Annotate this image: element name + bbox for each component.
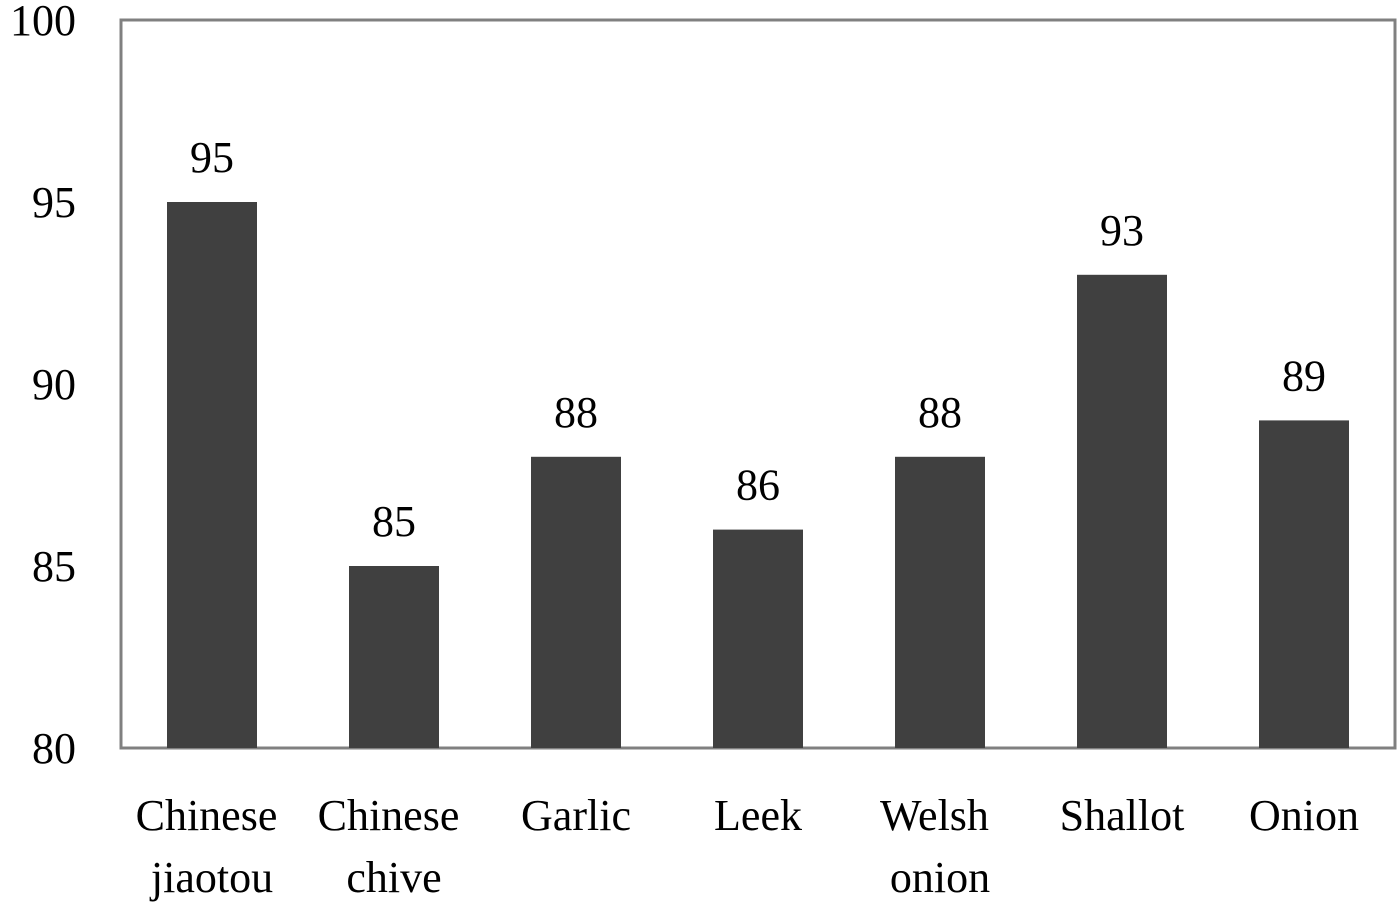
bar <box>531 456 621 748</box>
value-label: 88 <box>918 388 962 437</box>
value-label: 95 <box>190 133 234 182</box>
y-tick-label: 85 <box>32 542 76 591</box>
bar <box>895 456 985 748</box>
value-label: 85 <box>372 497 416 546</box>
x-tick-label: Shallot <box>1060 791 1185 840</box>
bar <box>713 529 803 748</box>
bar <box>349 566 439 748</box>
x-tick-label: Chinese jiaotou <box>136 791 289 902</box>
value-label: 86 <box>736 461 780 510</box>
x-tick-label: Garlic <box>521 791 631 840</box>
value-label: 93 <box>1100 206 1144 255</box>
bar <box>167 202 257 748</box>
y-tick-label: 100 <box>10 0 76 45</box>
bar <box>1077 274 1167 748</box>
x-tick-label: Chinese chive <box>318 791 471 902</box>
y-tick-label: 95 <box>32 178 76 227</box>
value-label: 89 <box>1282 351 1326 400</box>
y-tick-label: 80 <box>32 724 76 773</box>
value-label: 88 <box>554 388 598 437</box>
x-tick-label: Welsh onion <box>880 791 1000 902</box>
y-tick-label: 90 <box>32 360 76 409</box>
x-tick-label: Onion <box>1249 791 1359 840</box>
bar <box>1259 420 1349 748</box>
x-tick-label: Leek <box>714 791 802 840</box>
